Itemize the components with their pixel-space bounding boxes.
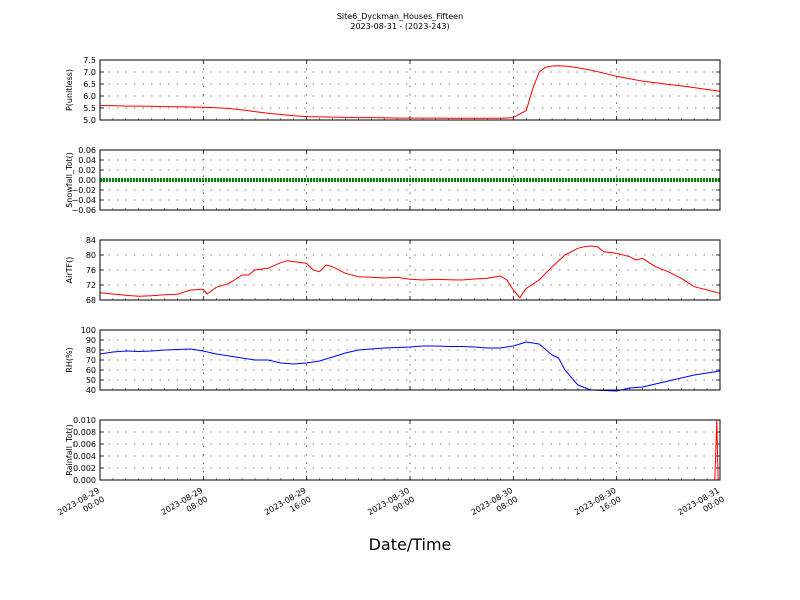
y-tick-label: 0.06 [78, 146, 96, 155]
axes-frame [99, 149, 721, 211]
y-axis-label: Rainfall_Tot() [65, 424, 74, 476]
y-tick-label: 50 [86, 376, 96, 385]
y-tick-label: 0.006 [73, 440, 96, 449]
series-line-3 [99, 245, 721, 299]
axes-frame [99, 59, 721, 121]
figure-title-line1: Site6_Dyckman_Houses_Fifteen [337, 12, 463, 21]
y-tick-label: 70 [86, 356, 96, 365]
y-tick-label: −0.04 [71, 196, 96, 205]
y-tick-label: 60 [86, 366, 96, 375]
y-axis-label: Snowfall_Tot() [65, 152, 74, 208]
y-tick-label: 80 [86, 251, 96, 260]
y-tick-label: 7.0 [83, 68, 96, 77]
y-tick-label: −0.02 [71, 186, 96, 195]
y-tick-label: 5.5 [83, 104, 96, 113]
y-tick-label: 0.008 [73, 428, 96, 437]
y-tick-label: 100 [81, 326, 96, 335]
y-tick-label: 68 [86, 296, 96, 305]
y-tick-label: 0.04 [78, 156, 96, 165]
y-axis-label: P(unitless) [65, 69, 74, 111]
y-tick-label: 84 [86, 236, 96, 245]
y-tick-label: −0.06 [71, 206, 96, 215]
axes-frame [99, 239, 721, 301]
y-axis-label: AirTF() [65, 257, 74, 284]
series-line-4 [99, 341, 721, 392]
y-tick-label: 40 [86, 386, 96, 395]
y-axis-label: RH(%) [65, 347, 74, 372]
y-tick-label: 0.010 [73, 416, 96, 425]
y-tick-label: 6.5 [83, 80, 96, 89]
y-tick-label: 0.000 [73, 476, 96, 485]
axes-frame [99, 329, 721, 391]
x-axis-label: Date/Time [369, 535, 452, 554]
subplots: 5.0 5.5 6.0 6.5 7.0 7.5 P(unitless) −0.06−0.04−… [65, 56, 721, 485]
figure-title-line2: 2023-08-31 - (2023-243) [350, 22, 449, 31]
y-tick-label: 0.00 [78, 176, 96, 185]
subplot-3: 68 72 76 80 84 AirTF() [65, 236, 721, 305]
subplot-2: −0.06−0.04−0.020.000.020.040.06 Snowfall_… [65, 146, 721, 215]
subplot-1: 5.0 5.5 6.0 6.5 7.0 7.5 P(unitless) [65, 56, 721, 125]
y-tick-label: 72 [86, 281, 96, 290]
y-tick-label: 80 [86, 346, 96, 355]
y-tick-label: 76 [86, 266, 96, 275]
subplot-5: 0.000 0.002 0.004 0.006 0.008 0.010Rainfall_T… [65, 416, 721, 485]
y-tick-label: 0.004 [73, 452, 96, 461]
y-tick-label: 90 [86, 336, 96, 345]
y-tick-label: 5.0 [83, 116, 96, 125]
series-line-1 [100, 65, 721, 119]
axes-frame [99, 419, 721, 481]
y-tick-label: 7.5 [83, 56, 96, 65]
y-tick-label: 0.02 [78, 166, 96, 175]
y-tick-label: 6.0 [83, 92, 96, 101]
y-tick-label: 0.002 [73, 464, 96, 473]
